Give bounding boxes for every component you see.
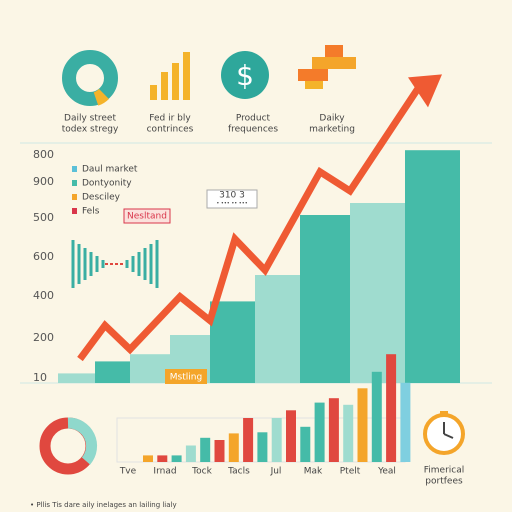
bar bbox=[255, 275, 300, 383]
caption: todex stregy bbox=[62, 125, 119, 135]
dollar-icon: $ bbox=[221, 51, 269, 99]
y-tick-label: 500 bbox=[33, 211, 54, 224]
bar bbox=[143, 455, 153, 462]
caption: Fed ir bly bbox=[149, 114, 191, 124]
caption: Fimerical bbox=[424, 466, 465, 476]
callout bbox=[206, 189, 258, 209]
legend-label: Desciley bbox=[82, 193, 121, 203]
bar bbox=[405, 150, 460, 383]
x-tick-label: Mak bbox=[304, 467, 323, 477]
bar bbox=[350, 203, 405, 383]
caption: Daiky bbox=[319, 114, 345, 124]
bar bbox=[343, 404, 354, 462]
mini-donut bbox=[39, 417, 98, 475]
bar bbox=[357, 388, 368, 462]
caption: Product bbox=[236, 114, 271, 124]
x-tick-label: Tacls bbox=[227, 467, 250, 477]
bar bbox=[328, 398, 339, 462]
bar bbox=[95, 361, 130, 383]
legend-swatch bbox=[72, 166, 77, 172]
legend-swatch bbox=[72, 180, 77, 186]
legend-label: Daul market bbox=[82, 165, 138, 175]
clock-icon bbox=[423, 411, 465, 455]
bar bbox=[58, 373, 95, 383]
bar bbox=[185, 445, 196, 462]
bar bbox=[200, 437, 211, 462]
blocks-icon bbox=[298, 45, 356, 89]
bar bbox=[171, 455, 182, 462]
y-tick-label: 900 bbox=[33, 175, 54, 188]
x-tick-label: Irnad bbox=[153, 467, 176, 477]
arrow-head bbox=[408, 74, 442, 108]
bar bbox=[214, 440, 225, 462]
footer: • Pllis Tis dare aily inelages an lailin… bbox=[30, 501, 177, 509]
callout-text: Mstling bbox=[170, 373, 202, 383]
svg-text:$: $ bbox=[236, 59, 254, 92]
caption: marketing bbox=[309, 125, 355, 135]
y-tick-label: 400 bbox=[33, 289, 54, 302]
legend-swatch bbox=[72, 208, 77, 214]
legend-swatch bbox=[72, 194, 77, 200]
callout bbox=[123, 208, 171, 224]
caption: contrinces bbox=[147, 125, 194, 135]
y-tick-label: 200 bbox=[33, 331, 54, 344]
bar bbox=[228, 433, 239, 462]
callout-text: Nesltand bbox=[127, 212, 167, 222]
waveform bbox=[71, 240, 159, 288]
caption: frequences bbox=[228, 125, 278, 135]
x-tick-label: Tve bbox=[119, 467, 137, 477]
bar bbox=[400, 382, 411, 462]
bars-icon bbox=[150, 52, 190, 100]
bar bbox=[130, 354, 170, 383]
bar bbox=[210, 301, 255, 383]
bar bbox=[257, 432, 268, 462]
callout-text: • ••• •• ••• bbox=[216, 201, 247, 207]
bar bbox=[271, 418, 282, 462]
callout bbox=[165, 369, 207, 384]
bar bbox=[243, 418, 254, 462]
callout-text: 310 3 bbox=[219, 191, 245, 201]
bar bbox=[386, 354, 397, 462]
x-tick-label: Yeal bbox=[377, 467, 396, 477]
legend-label: Fels bbox=[82, 207, 100, 217]
bar bbox=[300, 215, 350, 383]
y-tick-label: 800 bbox=[33, 148, 54, 161]
x-tick-label: Tock bbox=[191, 467, 212, 477]
bar bbox=[371, 371, 382, 462]
y-tick-label: 600 bbox=[33, 250, 54, 263]
y-tick-label: 10 bbox=[33, 371, 47, 384]
bar bbox=[300, 426, 311, 462]
bar bbox=[314, 402, 325, 462]
caption: portfees bbox=[425, 477, 463, 487]
x-tick-label: Jul bbox=[270, 467, 282, 477]
x-tick-label: Ptelt bbox=[340, 467, 361, 477]
trend-line bbox=[77, 83, 423, 362]
caption: Daily street bbox=[64, 114, 116, 124]
legend-label: Dontyonity bbox=[82, 179, 132, 189]
bar bbox=[157, 455, 168, 462]
donut-icon bbox=[62, 50, 118, 106]
bar bbox=[286, 410, 296, 462]
